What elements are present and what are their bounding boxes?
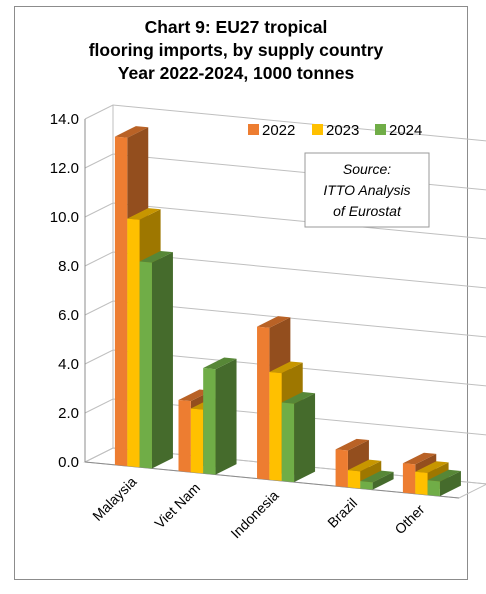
- legend-swatch-2024: [375, 124, 386, 135]
- bar-side-face: [215, 358, 237, 475]
- bar-2024-brazil: [360, 470, 394, 490]
- gridline: [84, 398, 486, 436]
- bar-top-face: [127, 208, 161, 220]
- bar-top-face: [402, 452, 437, 465]
- bar-front-face: [427, 480, 440, 497]
- bars: [114, 126, 461, 497]
- bar-front-face: [190, 408, 204, 474]
- legend-swatch-2023: [312, 124, 323, 135]
- bar-front-face: [178, 399, 191, 473]
- gridline: [84, 251, 486, 289]
- legend-label-2022: 2022: [262, 122, 295, 139]
- bar-top-face: [427, 469, 461, 482]
- legend: 2022 2023 2024: [248, 122, 422, 139]
- y-tick-label: 10.0: [50, 209, 79, 226]
- bar-top-face: [203, 357, 237, 370]
- bar-top-face: [360, 470, 394, 483]
- x-category-label: Other: [391, 501, 427, 537]
- source-line-3: of Eurostat: [333, 203, 402, 219]
- bar-top-face: [139, 250, 173, 263]
- source-line-2: ITTO Analysis: [323, 182, 410, 198]
- chart-title-line-3: Year 2022-2024, 1000 tonnes: [118, 63, 355, 83]
- bar-front-face: [139, 261, 152, 469]
- bar-front-face: [335, 449, 348, 488]
- bar-front-face: [269, 371, 282, 481]
- bar-front-face: [360, 481, 373, 490]
- chart-title-line-1: Chart 9: EU27 tropical: [145, 17, 328, 37]
- y-tick-label: 2.0: [58, 405, 79, 422]
- bar-2024-other: [427, 469, 461, 497]
- bar-front-face: [415, 471, 428, 495]
- gridline: [84, 104, 486, 142]
- bar-front-face: [127, 218, 140, 468]
- bar-top-face: [257, 316, 291, 328]
- chart-title: Chart 9: EU27 tropical flooring imports,…: [89, 17, 384, 83]
- x-category-label: Malaysia: [89, 473, 140, 524]
- source-annotation: Source: ITTO Analysis of Eurostat: [304, 152, 430, 228]
- bar-side-face: [294, 393, 316, 483]
- legend-label-2024: 2024: [389, 122, 422, 139]
- legend-label-2023: 2023: [326, 122, 359, 139]
- source-box: [304, 152, 430, 228]
- y-tick-label: 6.0: [58, 307, 79, 324]
- y-tick-label: 0.0: [58, 454, 79, 471]
- source-line-1: Source:: [343, 161, 391, 177]
- bar-front-face: [203, 368, 216, 475]
- bar-front-face: [347, 470, 361, 489]
- bar-top-face: [335, 438, 369, 451]
- bar-top-face: [114, 126, 149, 138]
- bar-top-face: [415, 461, 449, 473]
- x-category-label: Indonesia: [227, 487, 281, 541]
- y-tick-label: 12.0: [50, 160, 79, 177]
- legend-swatch-2022: [248, 124, 259, 135]
- gridline: [84, 300, 486, 338]
- chart-title-line-2: flooring imports, by supply country: [89, 40, 384, 60]
- bar-side-face: [151, 252, 173, 469]
- bar-top-face: [347, 459, 382, 472]
- bar-2024-malaysia: [139, 250, 173, 469]
- bar-front-face: [114, 136, 128, 467]
- x-category-label: Viet Nam: [151, 480, 203, 532]
- y-axis-tick-labels: 0.0 2.0 4.0 6.0 8.0 10.0 12.0 14.0: [50, 111, 79, 471]
- bar-side-face: [439, 470, 461, 497]
- bar-top-face: [269, 361, 303, 374]
- bar-front-face: [402, 463, 416, 494]
- bar-top-face: [281, 392, 316, 404]
- bar-2024-viet-nam: [203, 357, 237, 475]
- bar-side-face: [372, 471, 394, 490]
- gridline: [84, 349, 486, 387]
- bar-2024-indonesia: [281, 392, 316, 483]
- y-tick-label: 8.0: [58, 258, 79, 275]
- chart-frame: [14, 6, 468, 580]
- y-tick-label: 14.0: [50, 111, 79, 128]
- x-category-label: Brazil: [324, 495, 360, 531]
- bar-front-face: [257, 326, 270, 480]
- bar-front-face: [281, 402, 295, 483]
- y-tick-label: 4.0: [58, 356, 79, 373]
